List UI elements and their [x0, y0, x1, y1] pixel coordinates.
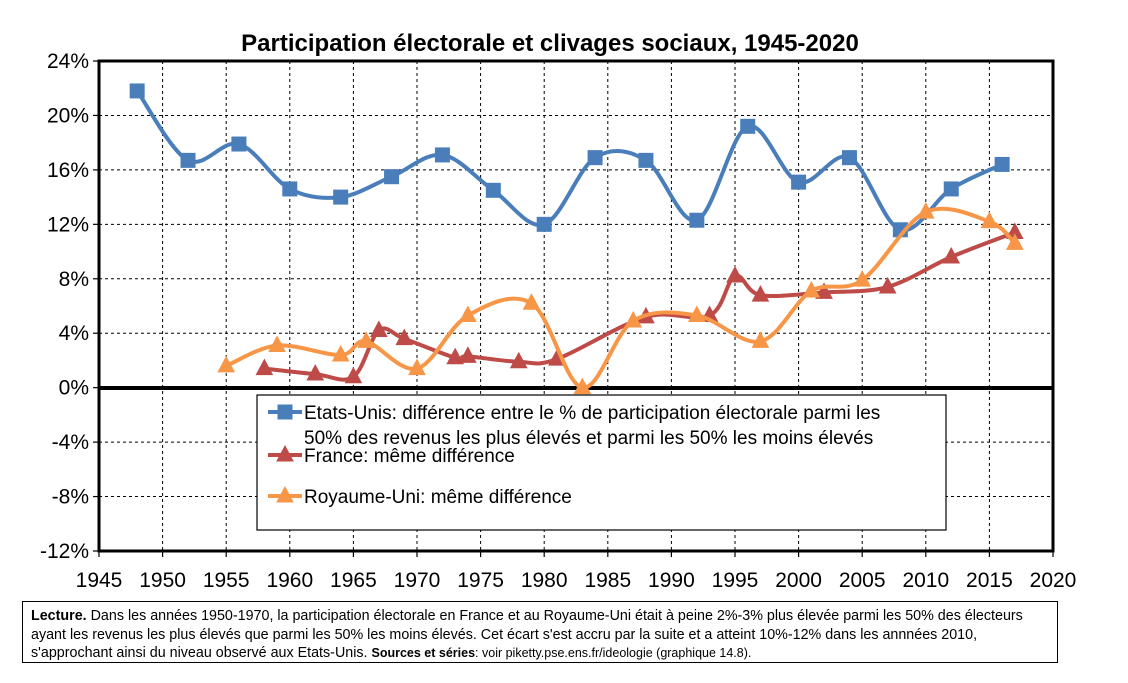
- legend-label-us: Etats-Unis: différence entre le % de par…: [304, 403, 880, 424]
- series-line-uk: [224, 206, 1017, 390]
- y-tick-label: -4%: [52, 431, 89, 454]
- legend-marker-us: [277, 404, 293, 420]
- data-point-france: [306, 363, 325, 381]
- legend-label-us: 50% des revenus les plus élevés et parmi…: [304, 428, 873, 449]
- data-point-uk: [916, 202, 935, 219]
- data-point-uk: [751, 331, 770, 348]
- x-tick-label: 1990: [648, 569, 695, 592]
- x-tick-label: 2020: [1030, 569, 1077, 592]
- data-point-us: [129, 83, 145, 99]
- series-us: [129, 83, 1010, 238]
- data-point-uk: [980, 211, 999, 229]
- data-point-uk: [408, 358, 426, 376]
- series-line-france: [262, 230, 1017, 382]
- data-point-uk: [573, 377, 592, 395]
- data-point-uk: [688, 305, 706, 323]
- y-tick-label: 0%: [59, 377, 89, 400]
- chart: Participation électorale et clivages soc…: [40, 30, 1077, 592]
- data-point-france: [459, 346, 477, 363]
- note-sources-text: : voir piketty.pse.ens.fr/ideologie (gra…: [475, 646, 752, 660]
- data-point-us: [536, 216, 552, 232]
- data-point-us: [282, 181, 298, 197]
- data-point-france: [942, 246, 961, 264]
- data-point-us: [943, 181, 959, 197]
- x-tick-label: 2005: [839, 569, 886, 592]
- y-tick-label: 12%: [47, 213, 89, 236]
- x-tick-label: 2015: [966, 569, 1013, 592]
- note-lead-label: Lecture.: [31, 608, 87, 624]
- note-sources-label: Sources et séries: [371, 646, 476, 660]
- data-point-uk: [357, 331, 375, 348]
- x-tick-label: 1955: [203, 569, 250, 592]
- x-tick-label: 1995: [712, 569, 759, 592]
- legend-label-uk: Royaume-Uni: même différence: [304, 487, 572, 508]
- legend-marker-uk: [276, 485, 294, 503]
- x-tick-label: 1950: [139, 569, 186, 592]
- x-tick-label: 1945: [76, 569, 123, 592]
- x-tick-label: 2010: [902, 569, 949, 592]
- series-uk: [217, 202, 1024, 395]
- x-tick-label: 1970: [394, 569, 441, 592]
- data-point-us: [485, 182, 501, 198]
- data-point-uk: [331, 344, 350, 362]
- x-tick-label: 2000: [775, 569, 822, 592]
- note-body: Dans les années 1950-1970, la participat…: [31, 608, 1023, 661]
- data-point-uk: [522, 293, 541, 310]
- y-tick-label: 16%: [47, 159, 89, 182]
- data-point-france: [255, 358, 274, 376]
- y-tick-label: 8%: [59, 268, 89, 291]
- data-point-us: [434, 147, 450, 163]
- y-tick-label: -12%: [40, 540, 89, 563]
- data-point-us: [740, 118, 756, 134]
- data-point-uk: [802, 280, 821, 298]
- legend: Etats-Unis: différence entre le % de par…: [256, 394, 947, 531]
- legend-label-france: France: même différence: [304, 446, 515, 467]
- data-point-france: [395, 328, 414, 346]
- series-france: [255, 222, 1024, 384]
- data-point-us: [638, 152, 654, 168]
- data-point-uk: [217, 355, 236, 373]
- data-point-uk: [268, 335, 286, 352]
- plot-frame: [97, 59, 1055, 553]
- data-point-france: [878, 276, 897, 294]
- data-point-france: [446, 347, 464, 365]
- data-point-us: [333, 189, 349, 205]
- data-point-uk: [1006, 233, 1024, 250]
- x-axis-ticks: 1945 1950 1955 1960 1965 1970 1975 1980 1985 1990…: [76, 551, 1077, 592]
- data-point-france: [815, 282, 833, 299]
- x-tick-label: 1965: [330, 569, 377, 592]
- y-tick-label: 20%: [47, 104, 89, 127]
- series-line-us: [135, 88, 1005, 233]
- data-point-us: [384, 169, 400, 185]
- data-point-us: [994, 156, 1010, 172]
- x-tick-label: 1975: [457, 569, 504, 592]
- data-point-france: [751, 285, 770, 302]
- chart-title: Participation électorale et clivages soc…: [241, 30, 859, 57]
- y-axis-ticks: 24% 20% 16% 12% 8% 4% 0% -4% -8% -12%: [40, 50, 99, 563]
- data-point-france: [344, 366, 363, 384]
- data-point-france: [509, 351, 528, 369]
- data-point-uk: [624, 310, 643, 328]
- series-group: [129, 83, 1024, 395]
- data-point-france: [370, 320, 388, 337]
- y-tick-label: 24%: [47, 50, 89, 73]
- data-point-france: [726, 265, 744, 283]
- data-point-us: [689, 212, 705, 228]
- data-point-us: [180, 152, 196, 168]
- legend-box: [256, 394, 947, 531]
- data-point-us: [841, 150, 857, 166]
- x-tick-label: 1960: [266, 569, 313, 592]
- y-tick-label: -8%: [52, 486, 89, 509]
- x-tick-label: 1980: [521, 569, 568, 592]
- legend-marker-france: [276, 444, 294, 462]
- x-tick-label: 1985: [584, 569, 631, 592]
- data-point-us: [231, 136, 247, 152]
- data-point-uk: [853, 270, 872, 287]
- y-tick-label: 4%: [59, 322, 89, 345]
- reading-note: Lecture. Dans les années 1950-1970, la p…: [22, 601, 1058, 663]
- data-point-us: [791, 174, 807, 190]
- data-point-uk: [459, 305, 477, 323]
- data-point-us: [587, 150, 603, 166]
